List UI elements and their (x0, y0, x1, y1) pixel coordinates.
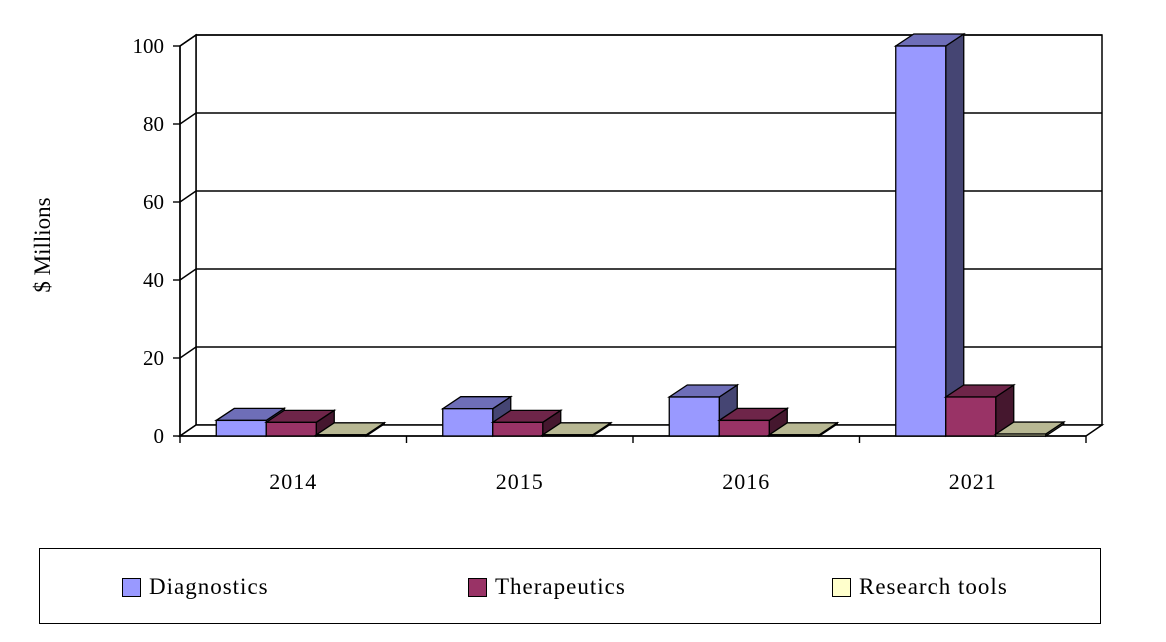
x-tick-label: 2016 (722, 469, 770, 494)
legend-label-diagnostics: Diagnostics (149, 574, 269, 599)
x-tick-label: 2014 (269, 469, 317, 494)
legend-item-diagnostics: Diagnostics (122, 573, 269, 601)
bar-therapeutics-2015 (490, 409, 563, 438)
bar-front (265, 421, 317, 437)
y-tick-labels: 0 20 40 60 80 100 (133, 34, 165, 448)
y-tick-label: 100 (133, 34, 165, 58)
bar-side (945, 32, 965, 438)
gridline (179, 112, 1102, 125)
bar-front (542, 434, 594, 437)
legend-swatch-research-tools (832, 577, 851, 597)
bar-front (768, 434, 820, 437)
side-wall (179, 33, 197, 438)
legend-swatch-therapeutics (468, 577, 487, 597)
gridlines (179, 34, 1102, 359)
x-tick-label: 2021 (949, 469, 997, 494)
bar-front (718, 419, 770, 437)
y-axis-label: $ Millions (30, 197, 55, 292)
back-wall (195, 34, 1103, 426)
legend-item-research-tools: Research tools (832, 573, 1008, 601)
legend-item-therapeutics: Therapeutics (468, 573, 626, 601)
bar-front (945, 396, 997, 437)
gridline (179, 268, 1102, 281)
gridline (179, 34, 1102, 47)
bar-therapeutics-2016 (717, 407, 790, 438)
gridline (179, 346, 1102, 359)
bar-research-tools-2016 (767, 421, 840, 438)
legend: Diagnostics Therapeutics Research tools (39, 548, 1101, 624)
bar-research-tools-2021 (993, 420, 1066, 438)
bar-research-tools-2015 (540, 421, 613, 438)
bars (214, 32, 1066, 438)
legend-swatch-diagnostics (122, 577, 141, 597)
y-tick-label: 0 (154, 424, 165, 448)
bar-diagnostics-2021 (893, 32, 966, 438)
bar-chart: 0 20 40 60 80 100 2014 2015 2016 2021 $ Millions (30, 32, 1105, 494)
bar-front (995, 433, 1047, 437)
bar-therapeutics-2014 (264, 409, 337, 438)
legend-label-research-tools: Research tools (859, 574, 1008, 599)
y-tick-label: 20 (143, 346, 164, 370)
gridline (179, 190, 1102, 203)
bar-front (492, 421, 544, 437)
bar-front (215, 419, 267, 437)
bar-front (315, 434, 367, 437)
x-tick-label: 2015 (496, 469, 544, 494)
bar-front (895, 45, 947, 437)
y-tick-label: 60 (143, 190, 164, 214)
legend-label-therapeutics: Therapeutics (495, 574, 626, 599)
bar-front (442, 408, 494, 437)
y-tick-label: 40 (143, 268, 164, 292)
bar-research-tools-2014 (314, 421, 387, 438)
bar-front (668, 396, 720, 437)
bar-therapeutics-2021 (943, 383, 1016, 438)
x-tick-labels: 2014 2015 2016 2021 (269, 469, 997, 494)
y-tick-label: 80 (143, 112, 164, 136)
